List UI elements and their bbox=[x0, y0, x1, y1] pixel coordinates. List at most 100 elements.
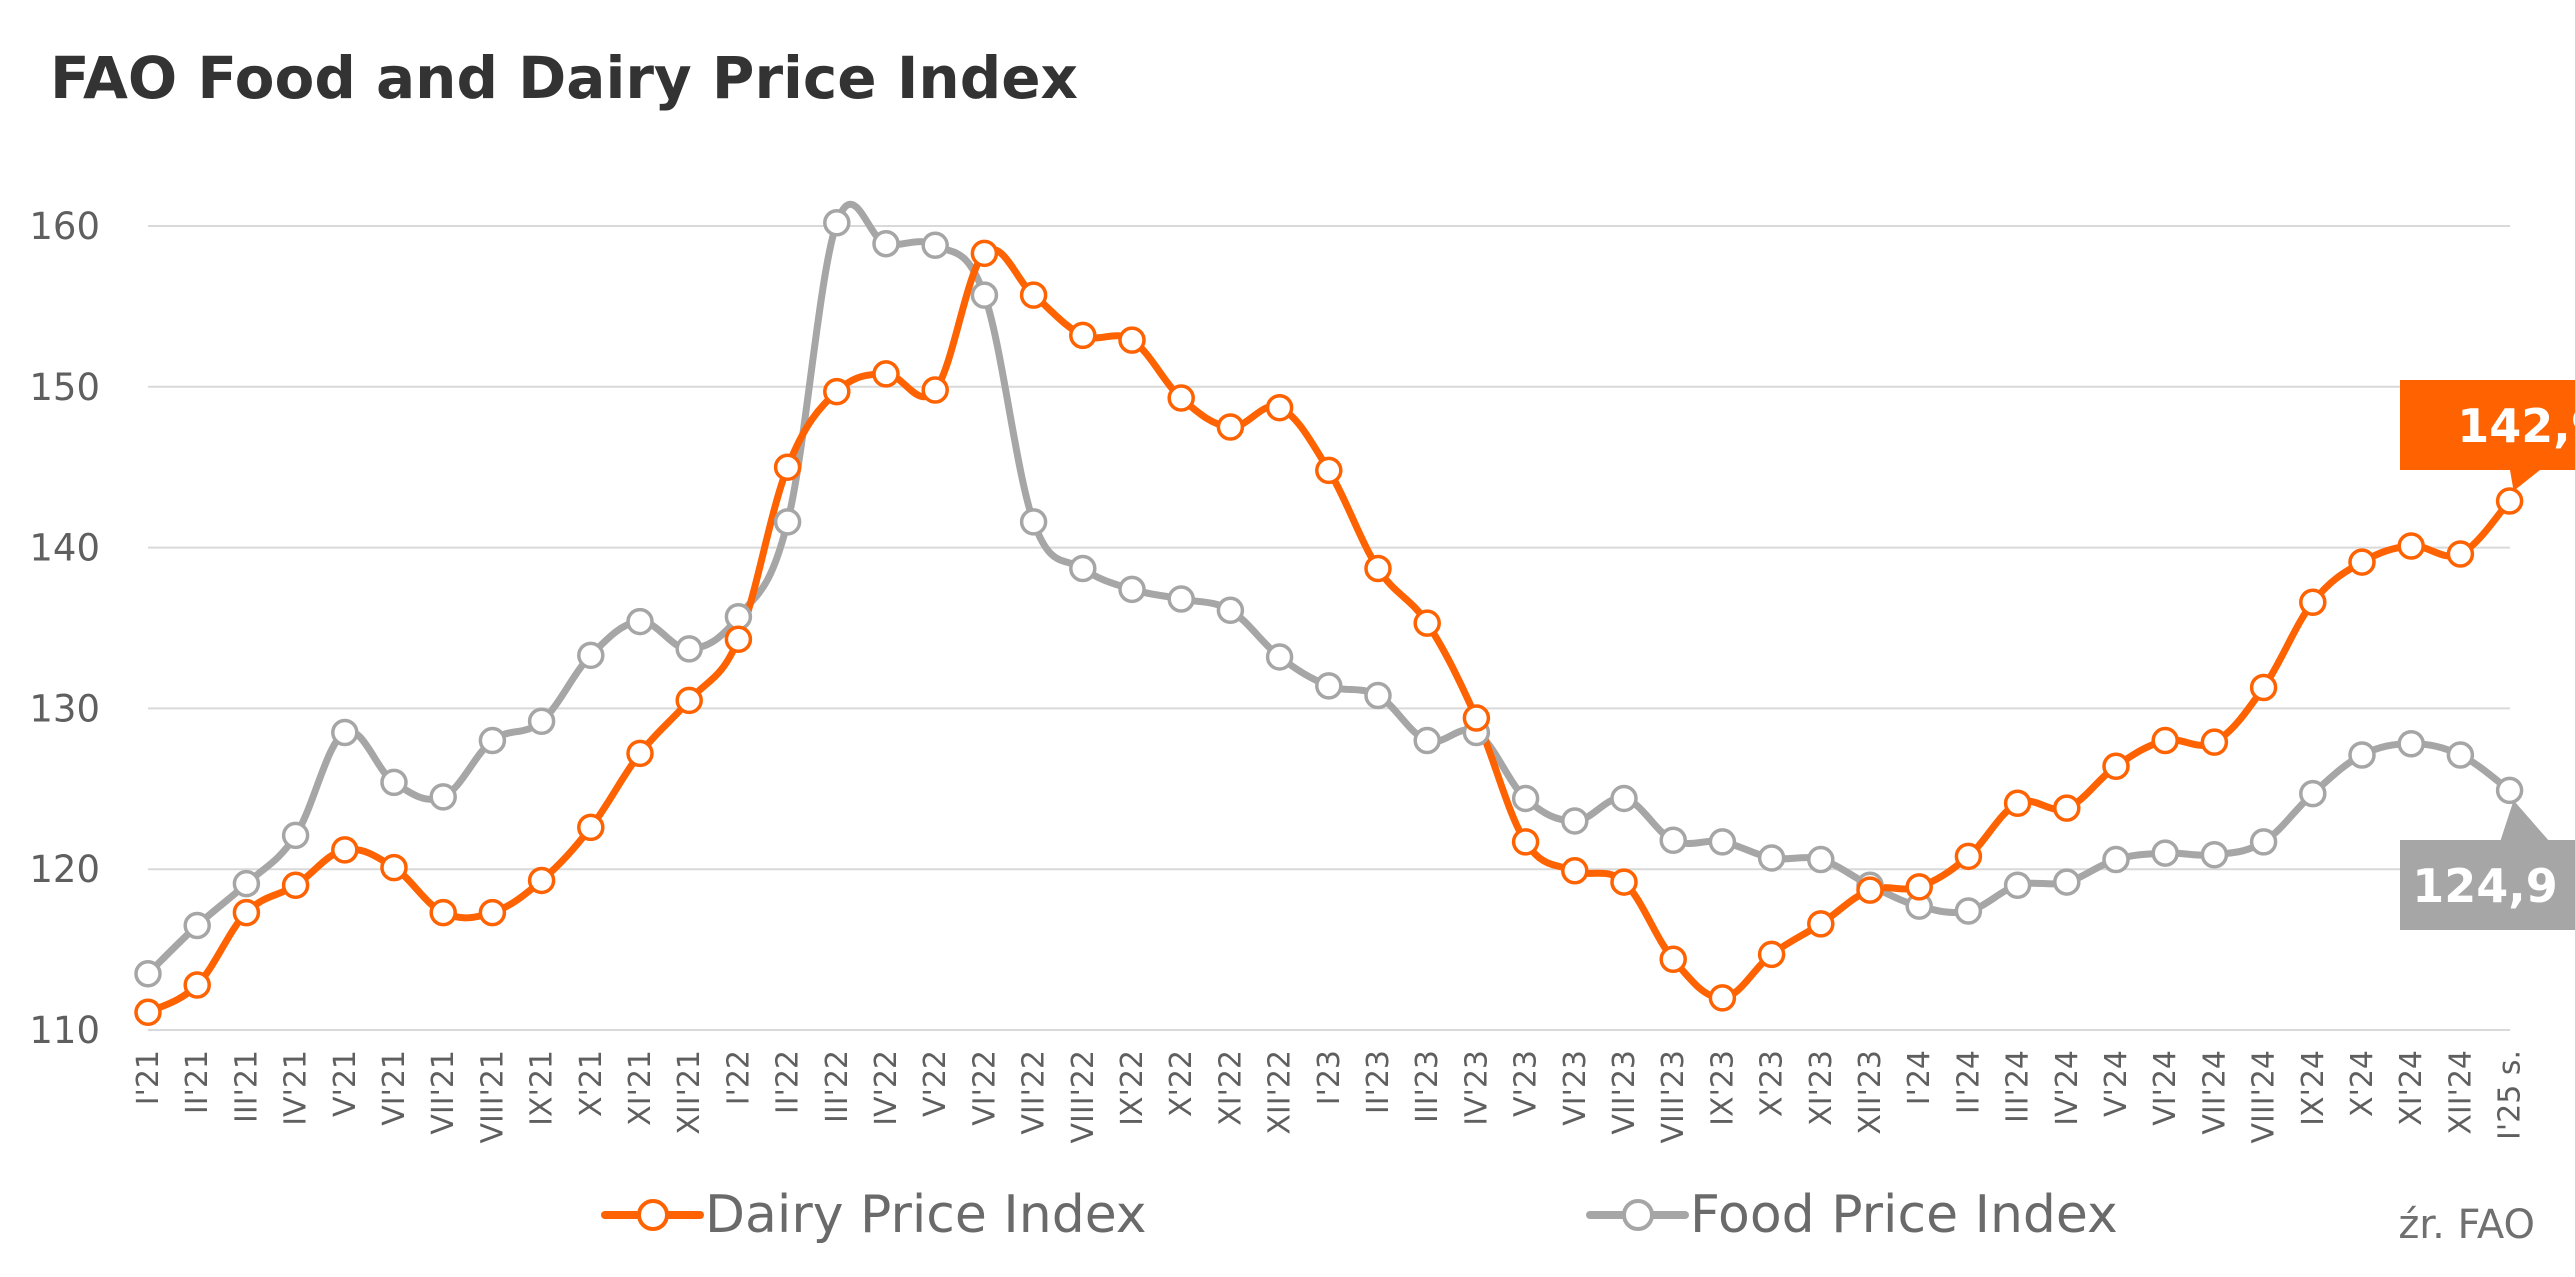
data-point bbox=[478, 898, 507, 927]
x-tick-label: V'23 bbox=[1509, 1050, 1544, 1117]
data-point bbox=[2053, 868, 2081, 896]
x-tick-label: VIII'23 bbox=[1656, 1050, 1691, 1144]
x-tick-label: VI'21 bbox=[377, 1050, 412, 1126]
series-line-0 bbox=[144, 246, 2514, 1016]
x-tick-label: I'24 bbox=[1902, 1050, 1937, 1105]
data-point bbox=[527, 707, 556, 736]
legend-swatch-marker bbox=[1622, 1199, 1654, 1231]
data-point bbox=[183, 911, 211, 940]
y-tick-label: 150 bbox=[29, 366, 100, 409]
data-point bbox=[134, 959, 162, 988]
x-tick-label: XII'23 bbox=[1853, 1050, 1888, 1135]
x-tick-label: VII'23 bbox=[1607, 1050, 1642, 1135]
data-point bbox=[2299, 588, 2327, 617]
x-tick-label: IV'23 bbox=[1459, 1050, 1494, 1126]
callout-box-rounded bbox=[2400, 840, 2575, 930]
data-point bbox=[527, 866, 556, 895]
source-note: źr. FAO bbox=[2398, 1202, 2535, 1248]
x-tick-label: IV'24 bbox=[2050, 1050, 2085, 1126]
x-axis-ticks: I'21 II'21 III'21 IV'21 V'21 VI'21 VII'21 VIII'… bbox=[131, 1050, 2528, 1144]
data-point bbox=[1019, 508, 1048, 536]
data-point bbox=[1413, 609, 1441, 637]
callout-box-rounded bbox=[2400, 380, 2575, 470]
data-point bbox=[1757, 844, 1786, 872]
legend-swatch-marker bbox=[637, 1199, 669, 1231]
x-tick-label: VI'23 bbox=[1558, 1050, 1593, 1126]
legend-item: Food Price Index bbox=[1586, 1185, 2118, 1245]
value-callouts: 142,9 124,9 bbox=[2400, 380, 2575, 930]
y-tick-label: 120 bbox=[29, 848, 100, 891]
x-tick-label: II'22 bbox=[771, 1050, 806, 1114]
data-point bbox=[1167, 384, 1195, 412]
x-tick-label: IX'23 bbox=[1705, 1050, 1740, 1126]
data-point bbox=[1265, 643, 1294, 671]
data-point bbox=[2102, 845, 2130, 874]
data-point bbox=[675, 686, 703, 715]
food-last-value-callout: 124,9 bbox=[2400, 800, 2575, 930]
x-tick-label: XI'23 bbox=[1804, 1050, 1839, 1126]
data-point bbox=[1265, 393, 1294, 422]
y-tick-label: 110 bbox=[29, 1009, 100, 1052]
data-point bbox=[331, 836, 359, 864]
data-point bbox=[478, 726, 507, 755]
x-tick-label: I'22 bbox=[721, 1050, 756, 1105]
data-point bbox=[281, 871, 310, 900]
data-point bbox=[2446, 540, 2475, 568]
data-point bbox=[1413, 726, 1441, 755]
data-point bbox=[2495, 487, 2524, 515]
data-point bbox=[1807, 910, 1835, 938]
x-tick-label: XII'21 bbox=[672, 1050, 707, 1135]
chart-title: FAO Food and Dairy Price Index bbox=[50, 44, 1078, 112]
data-point bbox=[1856, 876, 1884, 904]
data-point bbox=[2348, 741, 2376, 769]
data-point bbox=[1167, 585, 1195, 613]
y-tick-label: 160 bbox=[29, 205, 100, 248]
data-point bbox=[773, 508, 802, 536]
data-point bbox=[134, 998, 162, 1027]
data-point bbox=[577, 813, 605, 842]
x-tick-label: II'21 bbox=[180, 1050, 215, 1114]
x-tick-label: IV'21 bbox=[279, 1050, 314, 1126]
data-point bbox=[2495, 776, 2524, 805]
x-tick-label: I'23 bbox=[1312, 1050, 1347, 1105]
callout-label: 124,9 bbox=[2412, 859, 2558, 913]
x-tick-label: V'22 bbox=[918, 1050, 953, 1117]
data-point bbox=[2299, 779, 2327, 808]
x-tick-label: III'23 bbox=[1410, 1050, 1445, 1123]
dairy-last-value-callout: 142,9 bbox=[2400, 380, 2575, 491]
data-point bbox=[823, 209, 851, 237]
data-point bbox=[429, 783, 457, 811]
x-tick-label: XII'24 bbox=[2443, 1050, 2478, 1135]
data-point bbox=[823, 377, 851, 406]
x-tick-label: VII'21 bbox=[426, 1050, 461, 1135]
data-point bbox=[1315, 456, 1343, 485]
data-point bbox=[921, 376, 949, 404]
data-point bbox=[1708, 984, 1737, 1012]
x-tick-label: IX'22 bbox=[1115, 1050, 1150, 1126]
data-point bbox=[232, 898, 261, 927]
data-point bbox=[2053, 794, 2081, 822]
data-point bbox=[331, 718, 359, 747]
data-point bbox=[380, 853, 408, 882]
data-point bbox=[1364, 554, 1392, 583]
data-point bbox=[1069, 554, 1097, 583]
data-point bbox=[1118, 575, 1146, 604]
data-point bbox=[1610, 868, 1638, 896]
data-point bbox=[1315, 672, 1343, 700]
data-point bbox=[2200, 728, 2229, 756]
data-point bbox=[1216, 596, 1245, 625]
data-point bbox=[724, 625, 753, 654]
data-point bbox=[724, 602, 753, 631]
legend: Dairy Price Index Food Price Index bbox=[601, 1185, 2118, 1245]
x-tick-label: III'21 bbox=[229, 1050, 264, 1123]
x-tick-label: VIII'21 bbox=[475, 1050, 510, 1144]
x-tick-label: X'22 bbox=[1164, 1050, 1199, 1117]
data-point bbox=[1807, 845, 1835, 874]
data-point bbox=[281, 821, 310, 850]
x-tick-label: I'21 bbox=[131, 1050, 166, 1105]
data-point bbox=[970, 239, 999, 268]
data-point bbox=[1019, 281, 1048, 309]
series-lines bbox=[144, 200, 2514, 1016]
legend-item: Dairy Price Index bbox=[601, 1185, 1147, 1245]
